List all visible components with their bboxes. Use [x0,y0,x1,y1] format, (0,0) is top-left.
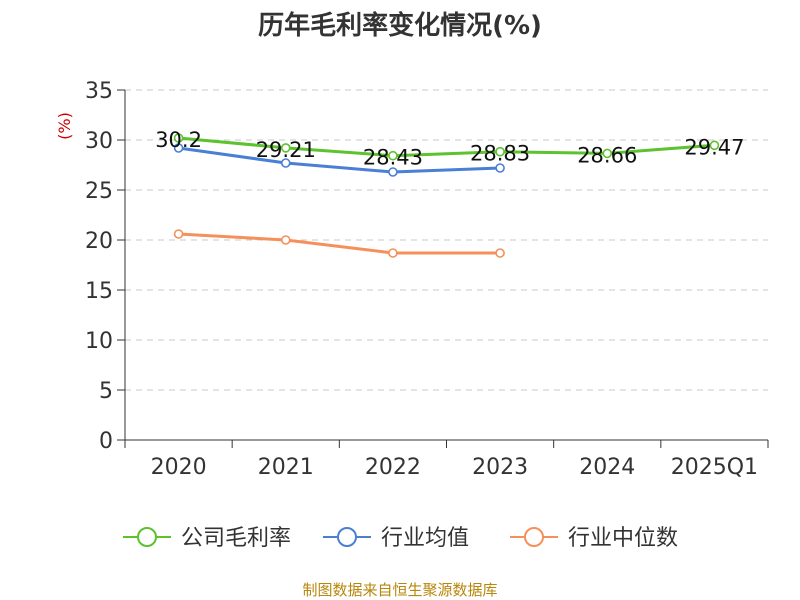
data-labels: 30.2 29.21 28.43 28.83 28.66 29.47 [155,128,744,170]
chart-title: 历年毛利率变化情况(%) [258,10,542,41]
source-note: 制图数据来自恒生聚源数据库 [302,581,497,599]
data-point [280,235,291,245]
x-tick-label: 2021 [258,455,314,480]
x-tick-label: 2022 [365,455,421,480]
legend: 公司毛利率 行业均值 行业中位数 [123,526,678,551]
data-label: 28.66 [577,143,637,167]
legend-item: 公司毛利率 [123,526,291,551]
data-point [495,163,505,173]
data-point [602,148,613,159]
data-label: 29.47 [684,135,744,159]
data-point [173,133,184,143]
axes [117,89,769,448]
data-point [495,248,505,258]
x-tick-label: 2024 [579,455,635,480]
legend-marker [524,527,544,547]
y-tick-label: 20 [85,229,113,254]
y-tick-label: 5 [99,379,113,404]
y-tick-label: 0 [99,429,113,454]
y-tick-label: 15 [85,279,113,304]
legend-marker [137,527,157,547]
series-lines [173,133,720,258]
legend-label: 行业中位数 [568,526,678,551]
data-point [173,143,184,153]
data-point [495,146,505,157]
y-axis-label: (%) [55,112,74,140]
x-tick-label: 2023 [472,455,528,480]
grid-lines [125,89,768,391]
legend-item: 行业中位数 [510,526,678,551]
data-label: 28.83 [470,142,530,166]
y-tick-label: 10 [85,329,113,354]
y-tick-labels: 0 5 10 15 20 25 30 35 [85,79,113,454]
y-tick-label: 30 [85,129,113,154]
x-tick-labels: 2020 2021 2022 2023 2024 2025Q1 [151,455,758,480]
legend-item: 行业均值 [323,526,469,551]
data-point [173,229,184,239]
series-line [178,136,715,158]
legend-label: 公司毛利率 [181,526,291,551]
data-point [388,248,398,258]
data-point [280,143,291,153]
data-point [280,158,291,168]
data-point [388,150,398,161]
data-label: 30.2 [155,128,202,152]
x-tick-label: 2020 [151,455,207,480]
data-point [388,167,398,177]
y-tick-label: 25 [85,179,113,204]
series-line [178,146,501,174]
data-label: 28.43 [363,146,423,170]
series-line [178,232,501,255]
data-label: 29.21 [256,138,316,162]
x-tick-label: 2025Q1 [671,455,758,480]
data-point [709,140,720,151]
legend-marker [337,527,357,547]
y-tick-label: 35 [85,79,113,104]
legend-label: 行业均值 [381,526,469,551]
